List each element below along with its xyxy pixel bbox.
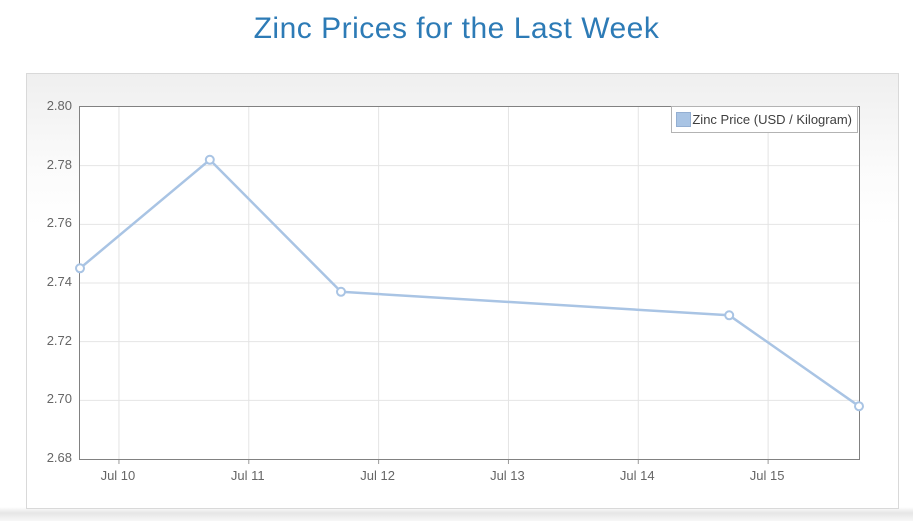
legend[interactable]: Zinc Price (USD / Kilogram) [671, 106, 858, 133]
data-point-marker[interactable] [854, 401, 864, 412]
y-axis-tick-label: 2.70 [46, 391, 72, 407]
y-axis-tick-label: 2.76 [46, 215, 72, 231]
chart-panel: Zinc Price (USD / Kilogram) 2.80 2.78 2.76… [26, 73, 899, 509]
data-point-marker[interactable] [75, 263, 85, 274]
x-axis-tick-label: Jul 13 [490, 468, 525, 483]
y-axis-tick-label: 2.68 [46, 450, 72, 465]
data-point-marker[interactable] [336, 286, 346, 297]
legend-swatch-icon [676, 112, 692, 127]
legend-label: Zinc Price (USD / Kilogram) [692, 112, 852, 127]
x-axis-tick-label: Jul 14 [619, 468, 655, 483]
y-axis-tick-label: 2.80 [46, 98, 72, 113]
plot-area [75, 106, 864, 464]
y-axis-tick-label: 2.72 [46, 332, 72, 348]
y-axis-tick-label: 2.78 [46, 156, 72, 172]
data-point-marker[interactable] [204, 154, 215, 165]
x-axis-tick-label: Jul 11 [230, 468, 265, 483]
x-axis-tick-label: Jul 12 [360, 468, 395, 483]
data-point-marker[interactable] [724, 310, 735, 321]
x-axis-tick-label: Jul 15 [749, 468, 785, 483]
page-title: Zinc Prices for the Last Week [253, 12, 660, 45]
x-axis-tick-label: Jul 10 [100, 468, 136, 483]
y-axis-tick-label: 2.74 [46, 274, 72, 289]
price-line-chart [75, 107, 864, 464]
